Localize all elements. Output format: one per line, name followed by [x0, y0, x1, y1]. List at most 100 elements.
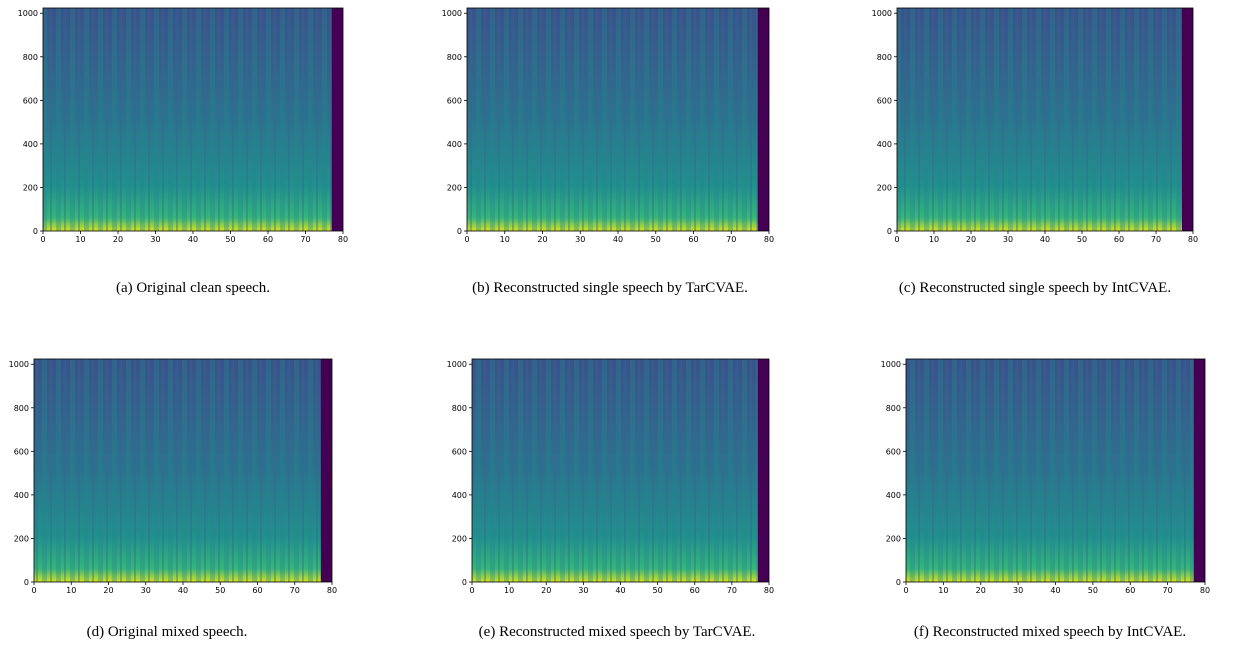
spectrogram-texture — [43, 8, 343, 231]
x-tick-label: 30 — [578, 586, 588, 595]
x-tick-label: 50 — [651, 235, 661, 244]
y-tick-label: 1000 — [18, 9, 38, 18]
x-tick-label: 50 — [653, 586, 663, 595]
x-tick-label: 60 — [688, 235, 698, 244]
y-tick-label: 600 — [877, 96, 892, 105]
x-tick-label: 80 — [764, 235, 774, 244]
x-tick-label: 80 — [764, 586, 774, 595]
x-tick-label: 60 — [1114, 235, 1124, 244]
x-tick-label: 70 — [727, 586, 737, 595]
x-tick-label: 70 — [1151, 235, 1161, 244]
spectrogram-texture — [467, 8, 769, 231]
x-tick-label: 20 — [103, 586, 113, 595]
x-tick-label: 80 — [327, 586, 337, 595]
y-tick-label: 400 — [23, 140, 38, 149]
x-tick-label: 80 — [1200, 586, 1210, 595]
y-tick-label: 800 — [14, 404, 29, 413]
x-tick-label: 30 — [1013, 586, 1023, 595]
y-tick-label: 0 — [457, 227, 462, 236]
x-tick-label: 80 — [1188, 235, 1198, 244]
x-tick-label: 10 — [500, 235, 510, 244]
x-tick-label: 60 — [252, 586, 262, 595]
x-tick-label: 50 — [1088, 586, 1098, 595]
x-tick-label: 0 — [40, 235, 45, 244]
y-tick-label: 400 — [452, 491, 467, 500]
x-tick-label: 0 — [31, 586, 36, 595]
spectrogram-texture — [34, 359, 332, 582]
padding-band — [331, 8, 343, 231]
y-tick-label: 200 — [14, 534, 29, 543]
x-tick-label: 30 — [150, 235, 160, 244]
y-tick-label: 600 — [447, 96, 462, 105]
y-tick-label: 0 — [462, 578, 467, 587]
y-tick-label: 400 — [877, 140, 892, 149]
y-tick-label: 400 — [886, 491, 901, 500]
x-tick-label: 70 — [1163, 586, 1173, 595]
y-tick-label: 800 — [447, 53, 462, 62]
padding-band — [1193, 359, 1205, 582]
x-tick-label: 0 — [894, 235, 899, 244]
y-tick-label: 800 — [23, 53, 38, 62]
x-tick-label: 0 — [469, 586, 474, 595]
y-tick-label: 800 — [877, 53, 892, 62]
y-tick-label: 1000 — [442, 9, 462, 18]
x-tick-label: 40 — [1050, 586, 1060, 595]
padding-band — [757, 8, 769, 231]
y-tick-label: 200 — [877, 183, 892, 192]
padding-band — [757, 359, 769, 582]
y-tick-label: 400 — [14, 491, 29, 500]
y-tick-label: 600 — [886, 447, 901, 456]
x-tick-label: 60 — [263, 235, 273, 244]
caption: (b) Reconstructed single speech by TarCV… — [472, 280, 748, 296]
x-tick-label: 10 — [938, 586, 948, 595]
x-tick-label: 70 — [300, 235, 310, 244]
x-tick-label: 40 — [613, 235, 623, 244]
y-tick-label: 0 — [33, 227, 38, 236]
x-tick-label: 10 — [504, 586, 514, 595]
x-tick-label: 10 — [75, 235, 85, 244]
x-tick-label: 50 — [215, 586, 225, 595]
y-tick-label: 400 — [447, 140, 462, 149]
y-tick-label: 600 — [23, 96, 38, 105]
x-tick-label: 10 — [929, 235, 939, 244]
x-tick-label: 60 — [1125, 586, 1135, 595]
x-tick-label: 30 — [1003, 235, 1013, 244]
y-tick-label: 800 — [452, 404, 467, 413]
x-tick-label: 0 — [903, 586, 908, 595]
x-tick-label: 60 — [690, 586, 700, 595]
x-tick-label: 40 — [188, 235, 198, 244]
caption: (f) Reconstructed mixed speech by IntCVA… — [914, 624, 1186, 640]
x-tick-label: 20 — [113, 235, 123, 244]
caption: (a) Original clean speech. — [116, 280, 270, 296]
x-tick-label: 20 — [976, 586, 986, 595]
y-tick-label: 0 — [24, 578, 29, 587]
caption: (d) Original mixed speech. — [87, 624, 248, 640]
spectrogram-texture — [906, 359, 1205, 582]
x-tick-label: 50 — [1077, 235, 1087, 244]
x-tick-label: 40 — [178, 586, 188, 595]
y-tick-label: 1000 — [9, 360, 29, 369]
y-tick-label: 0 — [887, 227, 892, 236]
caption: (e) Reconstructed mixed speech by TarCVA… — [479, 624, 756, 640]
x-tick-label: 40 — [1040, 235, 1050, 244]
x-tick-label: 0 — [464, 235, 469, 244]
padding-band — [320, 359, 332, 582]
x-tick-label: 30 — [141, 586, 151, 595]
y-tick-label: 800 — [886, 404, 901, 413]
x-tick-label: 50 — [225, 235, 235, 244]
y-tick-label: 1000 — [881, 360, 901, 369]
y-tick-label: 0 — [896, 578, 901, 587]
x-tick-label: 20 — [966, 235, 976, 244]
padding-band — [1181, 8, 1193, 231]
y-tick-label: 1000 — [447, 360, 467, 369]
x-tick-label: 20 — [537, 235, 547, 244]
x-tick-label: 70 — [290, 586, 300, 595]
x-tick-label: 80 — [338, 235, 348, 244]
y-tick-label: 200 — [23, 183, 38, 192]
spectrogram-texture — [897, 8, 1193, 231]
x-tick-label: 10 — [66, 586, 76, 595]
caption: (c) Reconstructed single speech by IntCV… — [899, 280, 1171, 296]
x-tick-label: 20 — [541, 586, 551, 595]
spectrogram-texture — [472, 359, 769, 582]
